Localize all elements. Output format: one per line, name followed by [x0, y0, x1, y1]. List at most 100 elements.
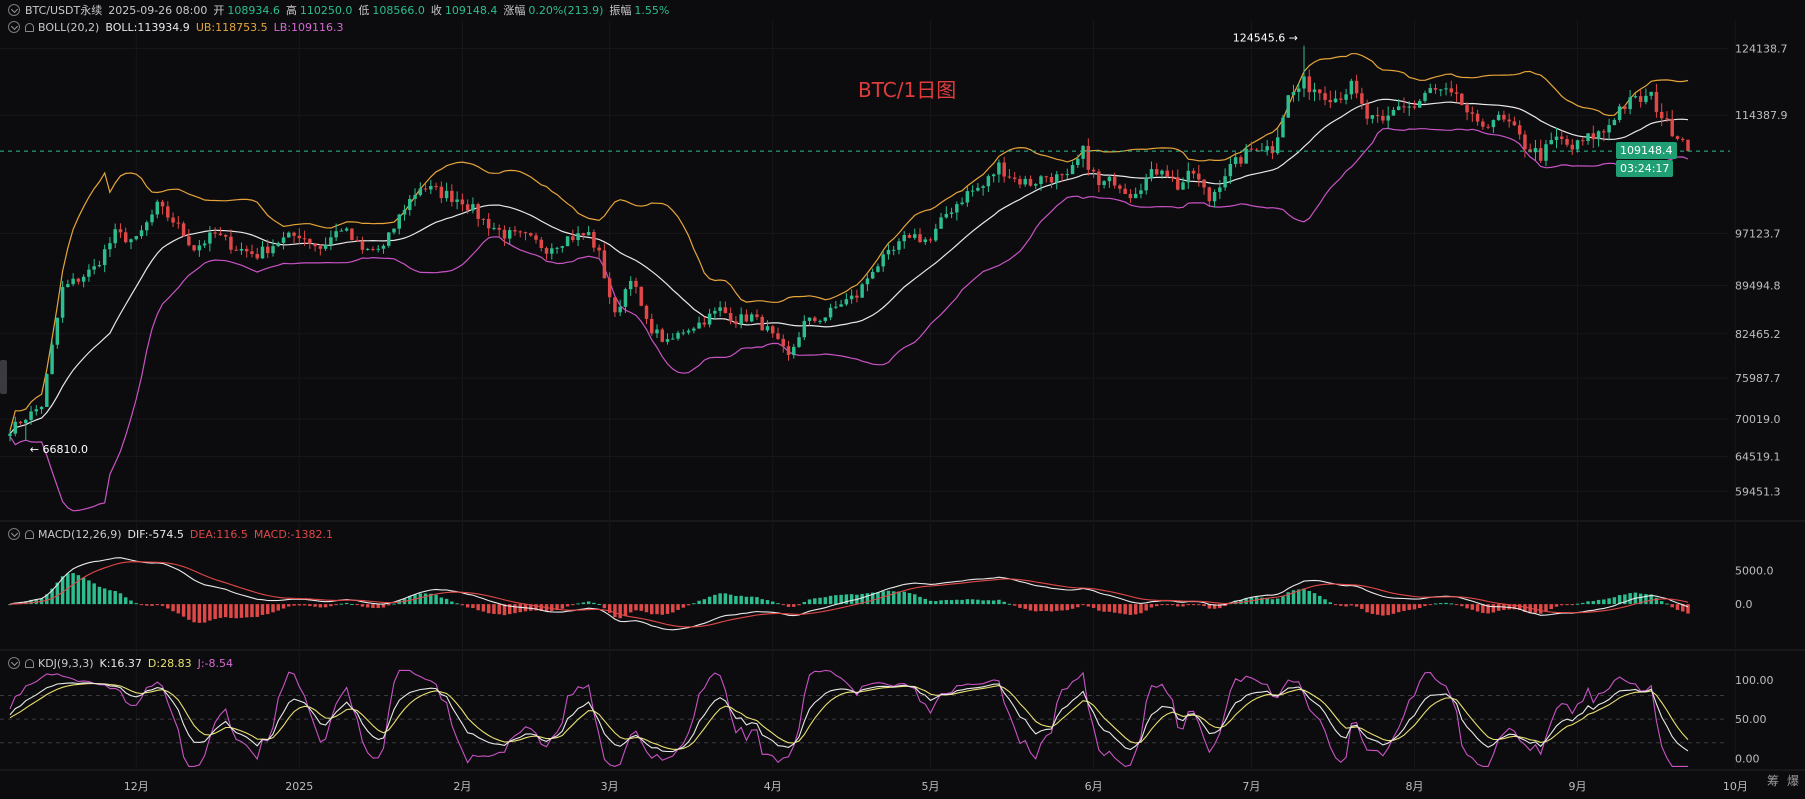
- candle-body: [597, 247, 601, 251]
- macd-histogram-bar: [1070, 604, 1075, 609]
- candle-body: [1386, 115, 1390, 121]
- chart-watermark: BTC/1日图: [858, 78, 957, 102]
- chip-button[interactable]: 筹: [1767, 774, 1780, 788]
- macd-histogram-bar: [266, 604, 270, 615]
- macd-histogram-bar: [334, 604, 338, 606]
- candle-body: [244, 248, 249, 252]
- liquidation-button[interactable]: 爆: [1787, 774, 1800, 788]
- macd-dea-line: [9, 561, 1689, 628]
- candle-body: [439, 186, 444, 199]
- macd-histogram-bar: [197, 604, 202, 623]
- macd-histogram-bar: [1286, 592, 1290, 605]
- macd-histogram-bar: [1602, 599, 1606, 605]
- candle-body: [1302, 76, 1306, 89]
- macd-histogram-bar: [244, 604, 249, 618]
- candle-body: [1281, 117, 1285, 138]
- candle-body: [1207, 187, 1212, 202]
- macd-histogram-bar: [913, 594, 917, 605]
- candle-body: [1433, 88, 1438, 90]
- candle-body: [376, 248, 380, 250]
- candle-body: [102, 249, 107, 266]
- candle-body: [918, 234, 922, 243]
- candle-body: [108, 243, 112, 250]
- candle-body: [1544, 144, 1548, 161]
- candle-body: [1391, 109, 1396, 116]
- macd-histogram-bar: [1649, 594, 1653, 605]
- macd-histogram-bar: [1281, 596, 1285, 605]
- macd-histogram-bar: [1512, 604, 1517, 610]
- candle-body: [223, 234, 228, 237]
- candle-body: [24, 419, 28, 424]
- candle-body: [434, 185, 438, 187]
- collapse-icon[interactable]: [8, 528, 20, 540]
- macd-histogram-bar: [513, 604, 517, 614]
- candle-body: [923, 239, 928, 243]
- candle-body: [1396, 106, 1401, 110]
- macd-histogram-bar: [439, 597, 444, 605]
- candle-body: [465, 204, 470, 211]
- collapse-icon[interactable]: [8, 4, 20, 16]
- x-tick-label: 2025: [285, 780, 313, 793]
- macd-histogram-bar: [797, 604, 801, 606]
- candle-body: [281, 237, 286, 243]
- candle-body: [1339, 98, 1343, 100]
- collapse-icon[interactable]: [8, 21, 20, 33]
- macd-histogram-bar: [813, 598, 817, 605]
- candle-body: [613, 297, 617, 313]
- high-label: 高: [285, 4, 297, 17]
- candle-body: [39, 406, 44, 410]
- macd-histogram-bar: [276, 604, 281, 611]
- candle-body: [1149, 169, 1154, 179]
- candle-body: [323, 244, 328, 249]
- macd-histogram-bar: [739, 595, 743, 605]
- boll-ub-value: UB:118753.5: [195, 20, 268, 34]
- y-tick-label: 97123.7: [1735, 227, 1781, 240]
- alert-bell-icon[interactable]: [25, 529, 34, 539]
- candle-body: [1160, 170, 1164, 175]
- candle-body: [660, 329, 664, 342]
- macd-histogram-bar: [108, 590, 112, 605]
- macd-histogram-bar: [713, 594, 717, 605]
- macd-histogram-bar: [434, 594, 438, 605]
- candle-body: [313, 243, 317, 247]
- candle-body: [429, 185, 433, 190]
- candle-body: [408, 198, 412, 210]
- macd-histogram-bar: [1549, 604, 1553, 610]
- macd-histogram-bar: [1076, 604, 1080, 608]
- candle-body: [134, 236, 138, 240]
- macd-histogram-bar: [1596, 599, 1601, 605]
- candle-body: [928, 239, 933, 241]
- macd-histogram-bar: [618, 604, 622, 619]
- macd-histogram-bar: [718, 593, 722, 605]
- alert-bell-icon[interactable]: [25, 658, 34, 668]
- candle-body: [913, 234, 917, 238]
- candle-body: [250, 251, 254, 255]
- macd-histogram-bar: [565, 604, 570, 607]
- macd-histogram-bar: [849, 594, 854, 605]
- macd-histogram-bar: [1055, 604, 1059, 611]
- macd-histogram-bar: [1186, 604, 1191, 606]
- candle-body: [1633, 96, 1638, 98]
- macd-histogram-bar: [760, 599, 764, 605]
- candle-body: [571, 236, 575, 241]
- candle-body: [155, 201, 160, 215]
- candle-body: [97, 265, 102, 267]
- macd-histogram-bar: [55, 582, 60, 605]
- macd-histogram-bar: [1659, 601, 1664, 605]
- candle-body: [1223, 176, 1227, 188]
- macd-histogram-bar: [807, 599, 812, 605]
- macd-histogram-bar: [1475, 604, 1480, 612]
- candle-body: [1402, 106, 1406, 108]
- macd-histogram-bar: [81, 577, 86, 605]
- candle-body: [1607, 125, 1611, 133]
- candle-body: [813, 317, 817, 321]
- macd-histogram-bar: [597, 603, 601, 605]
- alert-bell-icon[interactable]: [25, 22, 34, 32]
- macd-histogram-bar: [1333, 604, 1338, 606]
- macd-histogram-bar: [1154, 604, 1159, 607]
- candle-body: [907, 235, 912, 238]
- collapse-icon[interactable]: [8, 657, 20, 669]
- candle-body: [1370, 115, 1375, 119]
- macd-histogram-bar: [1607, 598, 1611, 605]
- macd-histogram-bar: [1060, 604, 1064, 611]
